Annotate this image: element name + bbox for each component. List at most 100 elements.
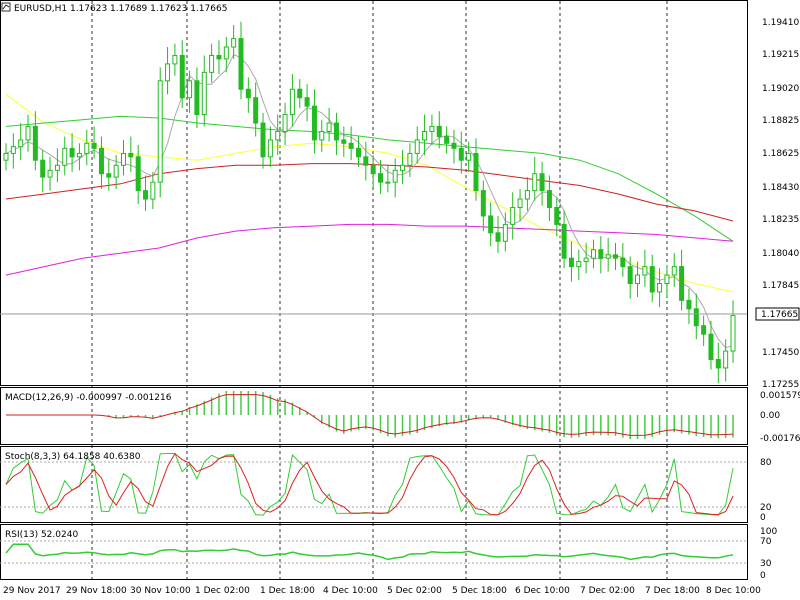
macd-tick: -0.001764 [760,434,800,444]
candle-body [429,125,435,132]
ma-magenta-line [5,223,734,276]
candle-body [502,223,508,242]
candle-body [187,80,193,99]
candle-body [436,125,442,138]
candle-body [311,105,317,141]
macd-label: MACD(12,26,9) -0.000997 -0.001216 [5,393,172,403]
candle-body [194,80,200,116]
candle-body [355,147,361,158]
candle-body [326,122,332,132]
macd-signal-line [6,394,734,436]
candle-body [282,114,288,132]
candle-body [422,130,428,141]
candle-body [590,249,596,259]
symbol-line: EURUSD,H1 1.17623 1.17689 1.17623 1.1766… [14,4,227,14]
current-price-box [755,307,800,321]
candle-body [715,359,721,369]
candle-body [165,63,171,82]
candle-body [730,315,736,352]
rsi-label: RSI(13) 52.0240 [5,530,78,540]
time-label: 5 Dec 02:00 [387,586,442,596]
candle-body [32,125,38,161]
time-label: 1 Dec 18:00 [260,586,315,596]
time-label: 5 Dec 18:00 [452,586,507,596]
price-tick: 1.19215 [762,50,799,60]
time-label: 6 Dec 10:00 [515,586,570,596]
candle-body [635,274,641,284]
candle-body [671,266,677,276]
time-axis: 29 Nov 2017 29 Nov 18:00 30 Nov 10:00 1 … [3,586,761,596]
candle-body [25,125,31,141]
price-tick: 1.18235 [762,215,799,225]
candle-body [517,198,523,208]
candle-body [378,173,384,183]
candle-body [414,139,420,154]
candle-body [510,206,516,225]
candle-body [649,266,655,293]
candle-body [253,97,259,124]
time-label: 29 Nov 18:00 [66,586,127,596]
candle-body [723,350,729,369]
candle-body [546,190,552,208]
candle-body [473,152,479,192]
candle-body [238,38,244,90]
time-label: 4 Dec 10:00 [323,586,378,596]
candle-body [613,254,619,259]
price-candles [3,21,736,384]
stoch-panel[interactable] [0,446,748,523]
stoch-tick: 80 [760,458,772,468]
candle-body [47,169,53,178]
time-label: 8 Dec 10:00 [706,586,761,596]
macd-tick: 0.00 [760,411,780,421]
ma-green-line [5,115,734,242]
candle-body [62,147,68,166]
candle-body [708,333,714,361]
candle-body [488,215,494,234]
candle-body [40,159,46,178]
time-label: 30 Nov 10:00 [130,586,191,596]
candle-body [524,190,530,200]
candle-body [91,142,97,149]
price-tick: 1.18430 [762,183,799,193]
stoch-signal-line [5,452,734,516]
candle-body [679,266,685,301]
candle-body [392,169,398,183]
candle-body [686,299,692,310]
candle-body [106,173,112,178]
candle-body [245,88,251,99]
rsi-tick: 100 [760,527,777,537]
candle-body [297,88,303,99]
candle-body [480,190,486,217]
stoch-tick: 0 [760,513,766,523]
price-tick: 1.17845 [762,281,799,291]
candle-body [539,173,545,192]
price-tick: 1.18040 [762,249,799,259]
candle-body [267,139,273,158]
price-axis: 1.19410 1.19215 1.19020 1.18825 1.18625 … [755,18,800,390]
moving-averages [5,53,734,349]
candle-body [568,257,574,268]
candle-body [407,152,413,166]
time-label: 29 Nov 2017 [3,586,61,596]
candle-body [113,164,119,178]
candle-body [143,190,149,200]
candle-body [583,257,589,263]
candle-body [701,325,707,335]
price-tick: 1.17450 [762,348,799,358]
candle-body [98,147,104,175]
candle-body [466,152,472,161]
time-label: 7 Dec 18:00 [645,586,700,596]
time-label: 7 Dec 02:00 [580,586,635,596]
rsi-panel[interactable] [0,524,748,580]
candle-body [128,152,134,158]
main-price-panel[interactable] [0,0,748,386]
rsi-tick: 0 [760,571,766,581]
candle-body [172,54,178,65]
candle-body [348,142,354,149]
candle-body [3,152,9,161]
stoch-label: Stoch(8,3,3) 64.1858 40.6380 [5,452,141,462]
ma-red-line [5,163,734,222]
candle-body [444,136,450,144]
symbol-header: EURUSD,H1 1.17623 1.17689 1.17623 1.1766… [1,2,227,14]
